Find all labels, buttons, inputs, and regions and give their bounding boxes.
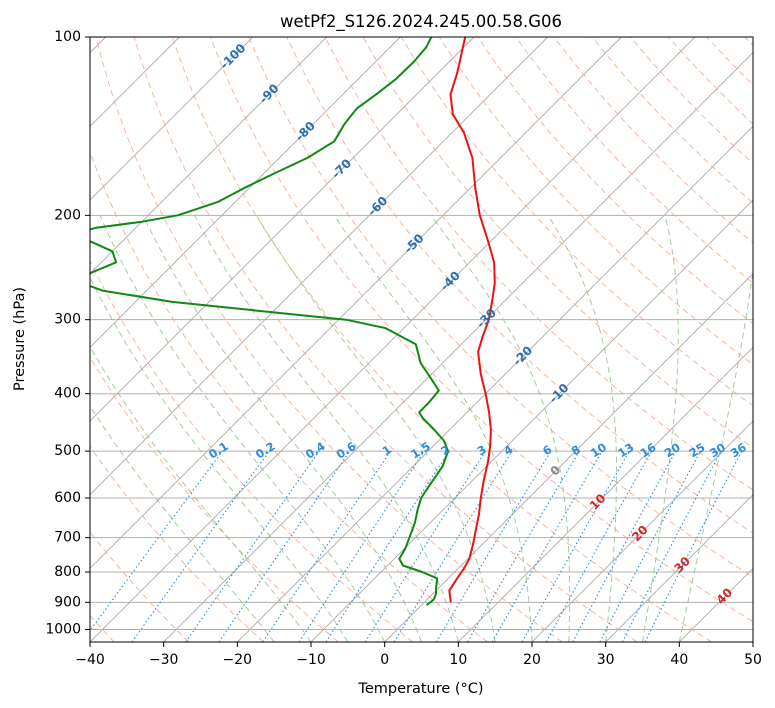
x-tick-label: 10 bbox=[449, 652, 467, 668]
y-tick-label: 400 bbox=[54, 386, 81, 402]
isotherm-line bbox=[90, 37, 622, 569]
isotherm-line bbox=[90, 37, 401, 348]
isotherm-line bbox=[163, 52, 753, 642]
dry-adiabat-line bbox=[324, 37, 753, 491]
chart-title: wetPf2_S126.2024.245.00.58.G06 bbox=[280, 12, 562, 32]
mixing-ratio-line bbox=[131, 450, 270, 642]
dry-adiabat-line bbox=[248, 37, 753, 578]
mixing-ratio-line bbox=[644, 450, 743, 642]
moist-adiabat-line bbox=[142, 215, 422, 642]
isotherm-line bbox=[752, 641, 753, 642]
x-tick-label: −30 bbox=[149, 652, 179, 668]
x-tick-label: 0 bbox=[380, 652, 389, 668]
x-tick-label: −10 bbox=[296, 652, 326, 668]
dry-adiabat-line bbox=[171, 37, 712, 642]
moist-adiabat-line bbox=[547, 215, 618, 642]
x-tick-label: 20 bbox=[523, 652, 541, 668]
moist-adiabat-line bbox=[333, 215, 533, 642]
dry-adiabat-line bbox=[95, 37, 563, 642]
x-tick-label: −20 bbox=[223, 652, 253, 668]
y-tick-label: 700 bbox=[54, 530, 81, 546]
mixing-ratio-line bbox=[545, 450, 653, 642]
moist-adiabat-line bbox=[90, 345, 312, 642]
isotherm-line bbox=[90, 37, 475, 422]
y-axis-label: Pressure (hPa) bbox=[12, 287, 28, 391]
mixing-ratio-line bbox=[218, 450, 351, 642]
isotherm-line bbox=[605, 494, 753, 642]
dry-adiabat-line bbox=[90, 259, 414, 642]
moist-adiabat-line bbox=[99, 215, 386, 642]
isotherm-line bbox=[458, 346, 753, 642]
mixing-ratio-line bbox=[298, 450, 425, 642]
mixing-ratio-line bbox=[393, 450, 513, 642]
x-axis: −40 −30 −20 −10 0 10 20 30 40 50 bbox=[75, 642, 762, 668]
x-tick-label: −40 bbox=[75, 652, 105, 668]
mixing-ratio-line bbox=[572, 450, 677, 642]
moist-adiabat-line bbox=[642, 215, 679, 642]
y-tick-label: 300 bbox=[54, 312, 81, 328]
isotherm-line bbox=[90, 37, 327, 275]
x-axis-label: Temperature (°C) bbox=[357, 681, 483, 697]
dry-adiabat-line bbox=[90, 356, 339, 642]
mixing-ratio-line bbox=[262, 450, 392, 642]
isotherm-line bbox=[90, 37, 548, 496]
dry-adiabat-line bbox=[133, 37, 638, 642]
y-axis: 1000 900 800 700 600 500 400 300 200 100 bbox=[45, 29, 90, 637]
y-tick-label: 200 bbox=[54, 207, 81, 223]
isotherm-line bbox=[237, 125, 753, 642]
x-tick-label: 30 bbox=[597, 652, 615, 668]
isotherm-line bbox=[384, 273, 753, 642]
y-tick-label: 900 bbox=[54, 594, 81, 610]
y-tick-label: 100 bbox=[54, 29, 81, 45]
moist-adiabat-line bbox=[193, 215, 459, 642]
y-tick-label: 600 bbox=[54, 490, 81, 506]
mixing-ratio-line bbox=[90, 450, 223, 632]
moist-adiabat-line bbox=[678, 266, 753, 642]
mixing-ratio-line bbox=[521, 450, 630, 642]
background-lines bbox=[90, 37, 753, 642]
moist-adiabat-line bbox=[430, 215, 571, 642]
temperature-line bbox=[448, 37, 496, 603]
isotherm-line bbox=[90, 37, 254, 201]
x-tick-label: 40 bbox=[670, 652, 688, 668]
moist-adiabat-line bbox=[90, 405, 275, 642]
mixing-ratio-line bbox=[185, 450, 320, 642]
mixing-ratio-line bbox=[325, 450, 450, 642]
dry-adiabat-line bbox=[515, 37, 753, 284]
dewpoint-line bbox=[90, 37, 450, 606]
profile-lines bbox=[90, 37, 496, 606]
y-tick-label: 500 bbox=[54, 443, 81, 459]
plot-frame bbox=[89, 36, 754, 643]
dry-adiabat-line bbox=[90, 445, 264, 642]
plot-background bbox=[90, 37, 753, 642]
isotherm-line bbox=[531, 420, 753, 642]
dry-adiabat-line bbox=[286, 37, 753, 534]
x-tick-label: 50 bbox=[744, 652, 762, 668]
dry-adiabat-line bbox=[210, 37, 753, 623]
y-tick-label: 800 bbox=[54, 564, 81, 580]
y-tick-label: 1000 bbox=[45, 621, 81, 637]
